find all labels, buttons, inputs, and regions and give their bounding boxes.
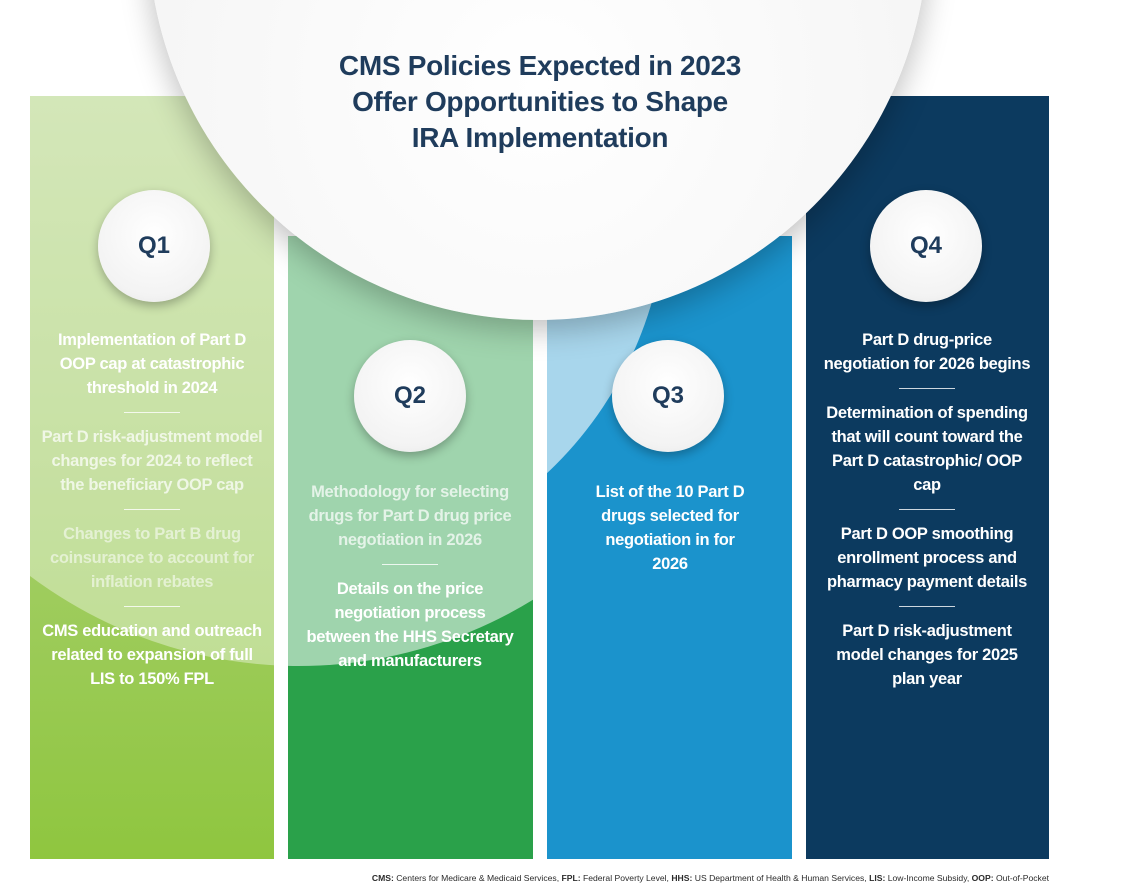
footnote-def: Low-Income Subsidy, — [885, 873, 972, 883]
title-line-1: CMS Policies Expected in 2023 — [338, 50, 742, 81]
q1-items: Implementation of Part D OOP cap at cata… — [38, 328, 266, 691]
title-line-2: Offer Opportunities to Shape — [352, 86, 728, 117]
footnote-term: OOP: — [971, 873, 994, 883]
q2-item-2: Details on the price negotiation process… — [306, 580, 514, 670]
footnote-def: US Department of Health & Human Services… — [692, 873, 870, 883]
q1-item-4: CMS education and outreach related to ex… — [42, 622, 262, 688]
footnote-term: CMS: — [371, 873, 394, 883]
q1-badge: Q1 — [98, 190, 210, 302]
divider — [124, 606, 180, 607]
footnote-term: HHS: — [671, 873, 693, 883]
q4-items: Part D drug-price negotiation for 2026 b… — [818, 328, 1036, 691]
divider — [382, 564, 438, 565]
q2-items: Methodology for selecting drugs for Part… — [302, 480, 518, 673]
divider — [899, 388, 955, 389]
q4-item-3: Part D OOP smoothing enrollment process … — [826, 525, 1028, 591]
footnote-term: LIS: — [869, 873, 886, 883]
q3-badge: Q3 — [612, 340, 724, 452]
q3-item-1: List of the 10 Part D drugs selected for… — [595, 483, 745, 573]
divider — [124, 509, 180, 510]
footnote-def: Out-of-Pocket — [993, 873, 1049, 883]
q4-item-1: Part D drug-price negotiation for 2026 b… — [823, 331, 1031, 373]
q4-item-4: Part D risk-adjustment model changes for… — [836, 622, 1018, 688]
divider — [899, 509, 955, 510]
footnote-def: Centers for Medicare & Medicaid Services… — [393, 873, 562, 883]
q1-item-1: Implementation of Part D OOP cap at cata… — [57, 331, 247, 397]
title-line-3: IRA Implementation — [411, 122, 669, 153]
q2-badge: Q2 — [354, 340, 466, 452]
divider — [124, 412, 180, 413]
footnote-def: Federal Poverty Level, — [580, 873, 672, 883]
q4-badge: Q4 — [870, 190, 982, 302]
q4-item-2: Determination of spending that will coun… — [826, 404, 1028, 494]
q1-item-2: Part D risk-adjustment model changes for… — [41, 428, 263, 494]
divider — [899, 606, 955, 607]
page-title: CMS Policies Expected in 2023 Offer Oppo… — [230, 48, 850, 156]
q3-items: List of the 10 Part D drugs selected for… — [590, 480, 750, 576]
footnote: CMS: Centers for Medicare & Medicaid Ser… — [372, 873, 1049, 883]
q2-item-1: Methodology for selecting drugs for Part… — [308, 483, 512, 549]
q1-item-3: Changes to Part B drug coinsurance to ac… — [50, 525, 254, 591]
footnote-term: FPL: — [561, 873, 581, 883]
